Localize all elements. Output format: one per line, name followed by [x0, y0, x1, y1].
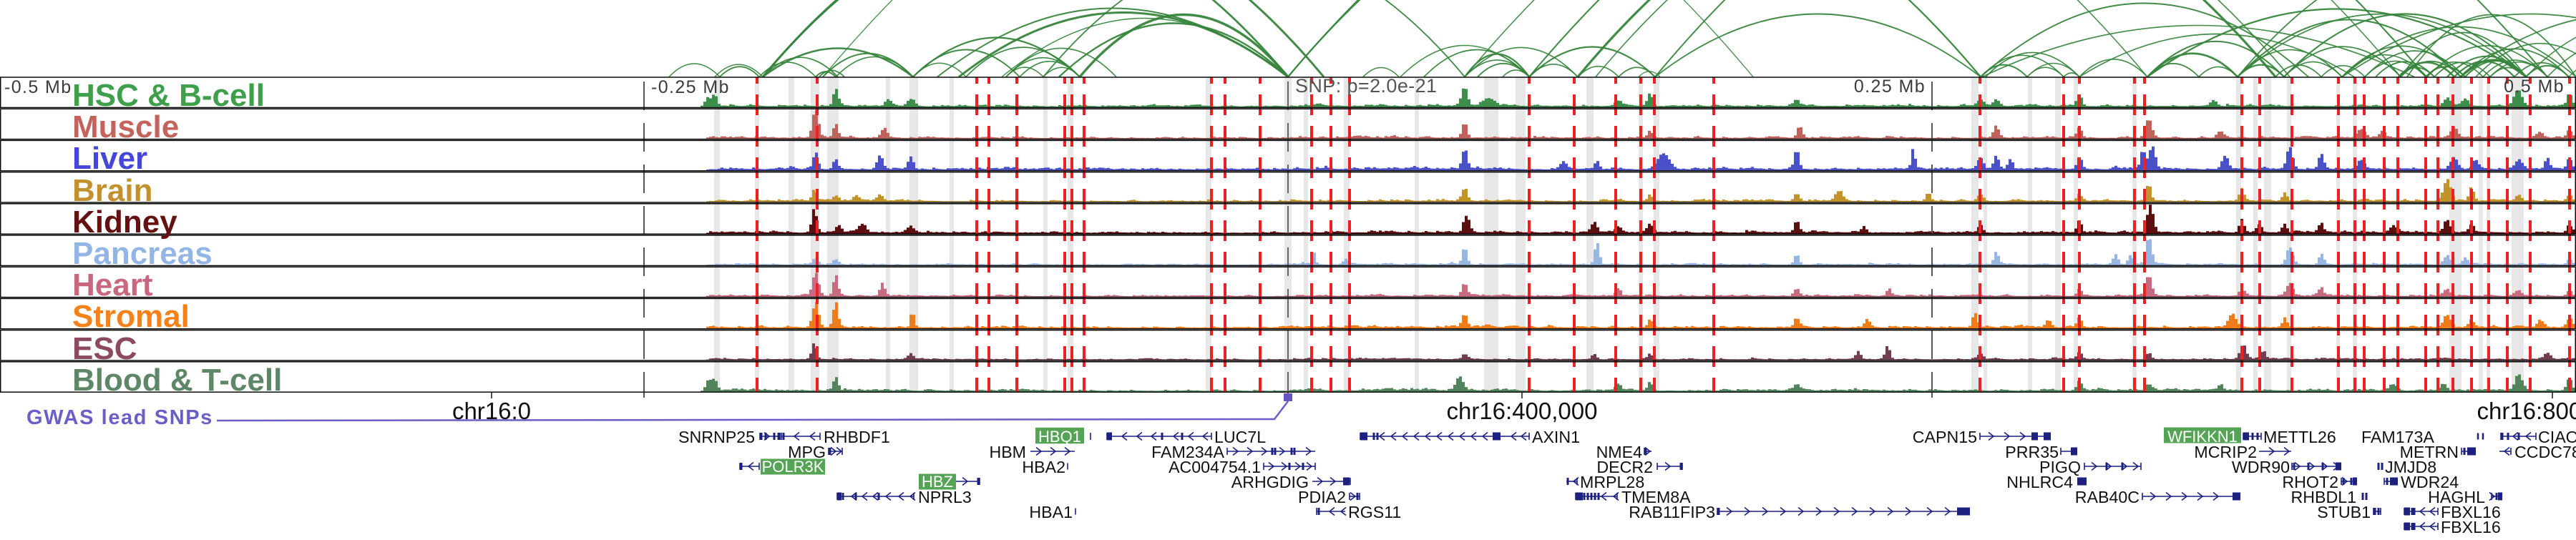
svg-text:HBZ: HBZ — [922, 473, 953, 491]
svg-text:HAGHL: HAGHL — [2428, 488, 2485, 506]
svg-text:Blood & T-cell: Blood & T-cell — [72, 363, 282, 398]
svg-text:Pancreas: Pancreas — [72, 236, 213, 271]
svg-text:MPG: MPG — [788, 443, 826, 461]
svg-text:CAPN15: CAPN15 — [1913, 428, 1977, 446]
svg-text:RHBDL1: RHBDL1 — [2291, 488, 2357, 506]
svg-text:Brain: Brain — [72, 173, 152, 208]
svg-text:MCRIP2: MCRIP2 — [2194, 443, 2257, 461]
svg-text:HBA2: HBA2 — [1022, 458, 1065, 476]
svg-text:-0.5 Mb: -0.5 Mb — [4, 77, 72, 97]
svg-text:NPRL3: NPRL3 — [918, 488, 972, 506]
svg-text:NME4: NME4 — [1596, 443, 1643, 461]
svg-text:TMEM8A: TMEM8A — [1621, 488, 1691, 506]
svg-text:NHLRC4: NHLRC4 — [2006, 473, 2073, 491]
svg-text:STUB1: STUB1 — [2317, 503, 2371, 521]
svg-text:CIAO3: CIAO3 — [2538, 428, 2576, 446]
svg-text:-0.25 Mb: -0.25 Mb — [651, 77, 730, 97]
svg-text:0.25 Mb: 0.25 Mb — [1854, 77, 1926, 97]
svg-text:chr16:800,000: chr16:800,000 — [2477, 398, 2576, 424]
svg-text:PIGQ: PIGQ — [2039, 458, 2081, 476]
svg-text:RGS11: RGS11 — [1348, 503, 1401, 521]
svg-text:LUC7L: LUC7L — [1214, 428, 1266, 446]
svg-text:PDIA2: PDIA2 — [1298, 488, 1346, 506]
svg-text:HBQ1: HBQ1 — [1038, 428, 1081, 446]
svg-text:Muscle: Muscle — [72, 109, 179, 144]
svg-text:FBXL16: FBXL16 — [2441, 503, 2501, 521]
svg-text:DECR2: DECR2 — [1596, 458, 1653, 476]
svg-text:FBXL16: FBXL16 — [2441, 518, 2501, 536]
svg-text:ARHGDIG: ARHGDIG — [1231, 473, 1309, 491]
svg-text:PRR35: PRR35 — [2005, 443, 2059, 461]
svg-text:WDR90: WDR90 — [2232, 458, 2290, 476]
svg-text:METRN: METRN — [2400, 443, 2459, 461]
svg-text:Heart: Heart — [72, 267, 153, 303]
svg-text:FAM173A: FAM173A — [2361, 428, 2434, 446]
svg-text:FAM234A: FAM234A — [1151, 443, 1224, 461]
svg-text:chr16:400,000: chr16:400,000 — [1446, 398, 1597, 424]
svg-text:RHBDF1: RHBDF1 — [824, 428, 890, 446]
svg-text:RHOT2: RHOT2 — [2282, 473, 2338, 491]
svg-text:POLR3K: POLR3K — [762, 458, 824, 476]
svg-text:WDR24: WDR24 — [2401, 473, 2459, 491]
svg-text:Stromal: Stromal — [72, 299, 190, 334]
svg-text:AC004754.1: AC004754.1 — [1169, 458, 1261, 476]
svg-text:MRPL28: MRPL28 — [1580, 473, 1644, 491]
svg-text:METTL26: METTL26 — [2263, 428, 2336, 446]
svg-text:SNRNP25: SNRNP25 — [678, 428, 755, 446]
svg-text:HBM: HBM — [989, 443, 1026, 461]
svg-text:JMJD8: JMJD8 — [2385, 458, 2436, 476]
svg-text:ESC: ESC — [72, 331, 137, 366]
svg-text:Kidney: Kidney — [72, 205, 177, 240]
svg-text:RAB40C: RAB40C — [2075, 488, 2140, 506]
svg-text:AXIN1: AXIN1 — [1532, 428, 1580, 446]
svg-text:WFIKKN1: WFIKKN1 — [2167, 428, 2238, 446]
svg-text:HSC & B-cell: HSC & B-cell — [72, 78, 265, 113]
svg-text:SNP: p=2.0e-21: SNP: p=2.0e-21 — [1295, 75, 1437, 97]
svg-text:Liver: Liver — [72, 141, 147, 176]
svg-text:CCDC78: CCDC78 — [2514, 443, 2576, 461]
svg-text:RAB11FIP3: RAB11FIP3 — [1629, 503, 1715, 521]
svg-text:GWAS lead SNPs: GWAS lead SNPs — [26, 406, 213, 429]
svg-text:0.5 Mb: 0.5 Mb — [2504, 77, 2565, 97]
svg-text:HBA1: HBA1 — [1029, 503, 1073, 521]
